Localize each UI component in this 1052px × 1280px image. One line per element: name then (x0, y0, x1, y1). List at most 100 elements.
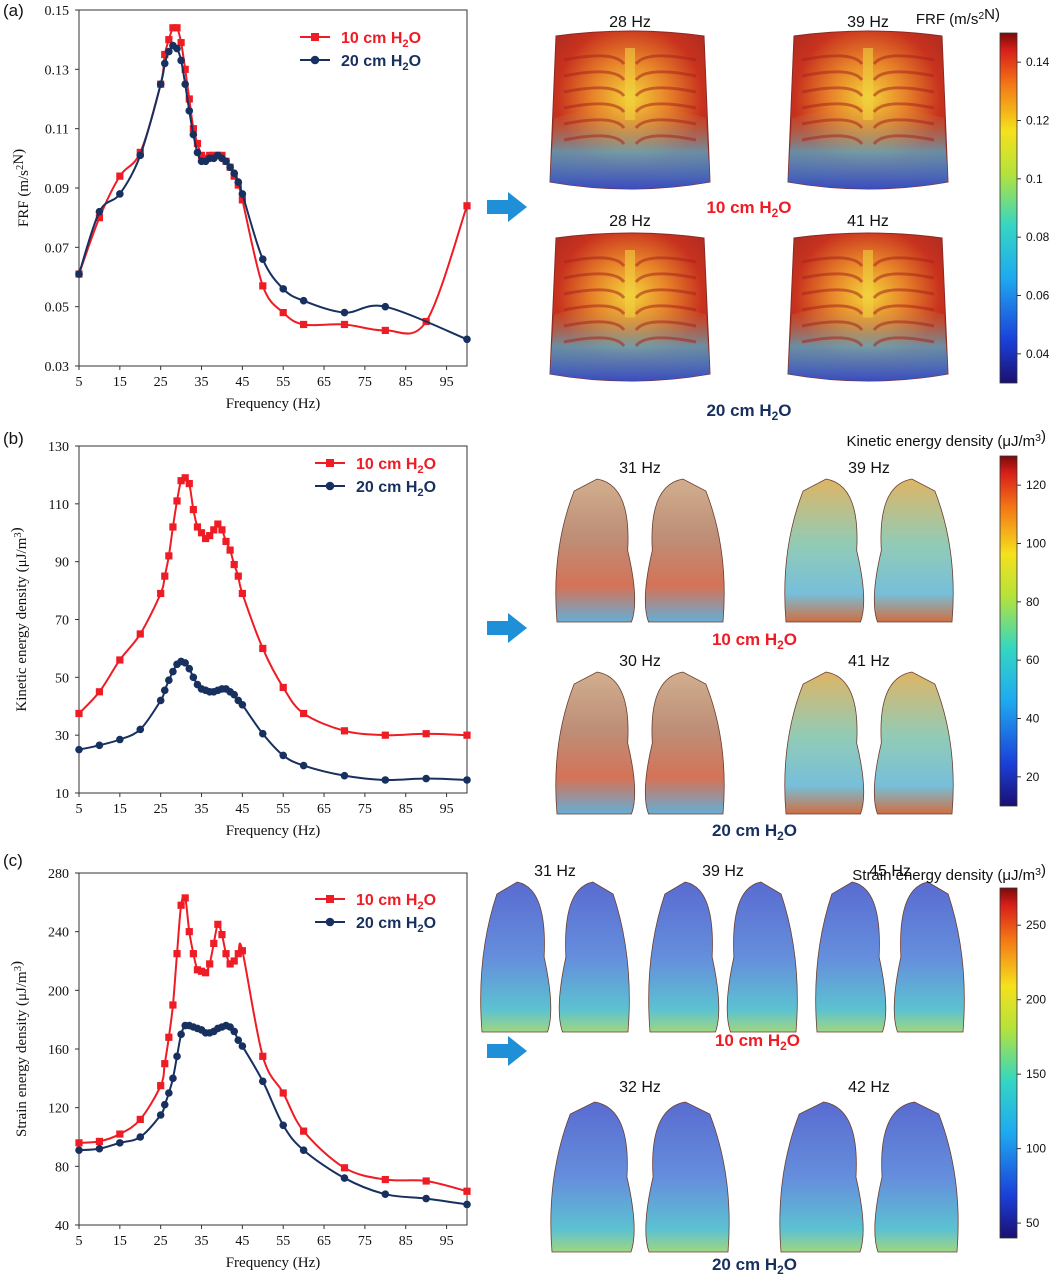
colorbar-gradient (999, 32, 1018, 384)
rib (801, 134, 864, 146)
y-tick-label: 130 (48, 440, 69, 455)
data-point (206, 532, 214, 540)
left-lung (555, 478, 636, 623)
x-tick-label: 65 (317, 1234, 331, 1249)
colorbar-tick-label: 250 (1026, 918, 1046, 932)
data-point (381, 731, 389, 739)
data-point (161, 50, 169, 59)
colorbar-tick-label: 20 (1026, 770, 1040, 784)
colorbar-tick-label: 120 (1026, 478, 1046, 492)
rib (634, 288, 697, 300)
data-point (189, 130, 198, 139)
colorbar-tick-label: 80 (1026, 595, 1040, 609)
x-tick-label: 5 (76, 802, 83, 817)
x-tick-label: 5 (76, 375, 83, 390)
data-point (193, 139, 202, 148)
data-point (75, 745, 83, 754)
body-image: 42 Hz (779, 1079, 959, 1253)
data-point (381, 302, 390, 311)
x-tick-label: 95 (440, 1234, 454, 1249)
data-point (95, 688, 104, 696)
data-point (230, 169, 238, 177)
panel-label: (a) (3, 1, 24, 20)
data-point (177, 477, 185, 485)
data-point (214, 520, 222, 528)
rib (801, 118, 864, 130)
colorbar-tick-label: 0.06 (1026, 289, 1050, 303)
data-point (169, 1001, 177, 1009)
data-point (234, 178, 243, 186)
body-image: 31 Hz (555, 460, 725, 623)
x-tick-label: 55 (276, 1234, 290, 1249)
series-line-2 (78, 660, 468, 782)
y-tick-label: 0.05 (45, 301, 70, 316)
rib (634, 118, 697, 130)
data-point (340, 1174, 349, 1182)
y-tick-label: 120 (48, 1102, 69, 1117)
rib (801, 70, 864, 82)
right-lung (644, 478, 725, 623)
x-tick-label: 85 (399, 1234, 413, 1249)
panel-label: (c) (3, 851, 23, 870)
data-point (95, 741, 104, 750)
right-arrow (487, 613, 527, 643)
rib (563, 86, 626, 98)
data-point (136, 1115, 144, 1123)
data-point (181, 80, 189, 88)
x-tick-label: 55 (276, 375, 290, 390)
frequency-label: 41 Hz (847, 213, 889, 230)
rib (872, 288, 935, 300)
data-point (422, 1177, 430, 1185)
data-point (189, 125, 197, 133)
x-tick-label: 55 (276, 802, 290, 817)
data-point (169, 523, 177, 531)
x-axis-label: Frequency (Hz) (226, 1255, 321, 1271)
data-point (181, 894, 189, 902)
data-point (463, 202, 471, 210)
right-lung (873, 671, 954, 815)
panel-label: (b) (3, 429, 24, 448)
panel-images-2: 31 Hz 39 Hz 10 cm H2O 30 Hz 41 Hz 20 cm H2O (555, 460, 954, 843)
right-lung (873, 478, 954, 623)
data-point (234, 950, 242, 958)
x-tick-label: 95 (440, 802, 454, 817)
data-point (181, 65, 189, 73)
data-point (173, 24, 181, 32)
legend-label: 10 cm H2O (341, 30, 421, 50)
data-point (381, 326, 389, 334)
colorbar-3: 250 200 150 100 50 Strain energy density (μJ/… (852, 862, 1046, 1239)
colorbar-tick-label: 50 (1026, 1216, 1040, 1230)
data-point (157, 1082, 165, 1090)
data-point (116, 190, 124, 198)
legend-marker (326, 459, 334, 467)
colorbar-tick-label: 100 (1026, 537, 1046, 551)
data-point (95, 207, 104, 216)
data-point (340, 771, 349, 780)
colorbar-1: 0.14 0.12 0.1 0.08 0.06 0.04 FRF (m/s2N) (916, 6, 1050, 384)
data-point (238, 589, 246, 598)
rib (563, 272, 626, 284)
rib (872, 134, 935, 146)
data-point (238, 947, 246, 955)
y-tick-label: 40 (55, 1219, 69, 1234)
left-lung (779, 1101, 864, 1253)
x-tick-label: 95 (440, 375, 454, 390)
rib (801, 102, 864, 114)
frequency-label: 39 Hz (848, 460, 890, 477)
data-point (258, 729, 267, 738)
left-lung (784, 671, 865, 815)
series-line-1 (78, 25, 468, 335)
rib (872, 272, 935, 284)
rib (563, 256, 626, 268)
data-point (136, 630, 144, 638)
rib (801, 86, 864, 98)
colorbar-title: Kinetic energy density (μJ/m3) (846, 428, 1046, 450)
x-tick-label: 75 (358, 802, 372, 817)
rib (563, 102, 626, 114)
colorbar-tick-label: 60 (1026, 653, 1040, 667)
x-tick-label: 5 (76, 1234, 83, 1249)
chart-1: 0.03 0.05 0.07 0.09 0.11 0.13 0.15 5 15 25 35 45 55 6… (11, 4, 471, 412)
legend-label: 20 cm H2O (341, 53, 421, 73)
right-lung (644, 671, 725, 815)
